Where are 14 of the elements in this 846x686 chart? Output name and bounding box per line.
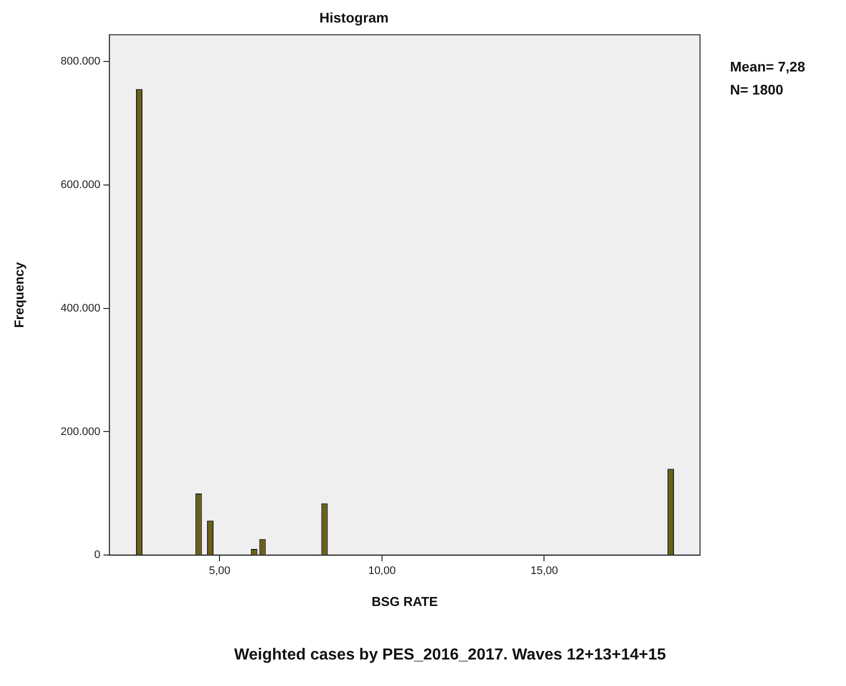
chart-title: Histogram bbox=[319, 9, 389, 26]
y-tick-label: 800.000 bbox=[60, 55, 100, 68]
text: N= 1800 bbox=[730, 82, 784, 98]
y-tick-label: 0 bbox=[94, 549, 100, 562]
y-axis-title: Frequency bbox=[11, 261, 26, 328]
text: Weighted cases by PES_2016_2017. Waves 12+13+14+15 bbox=[234, 646, 666, 664]
x-tick-label: 10,00 bbox=[368, 564, 396, 577]
x-axis-title: BSG RATE bbox=[372, 594, 438, 609]
y-tick-label: 600.000 bbox=[60, 178, 100, 191]
x-tick-label: 15,00 bbox=[530, 564, 558, 577]
y-tick-label: 400.000 bbox=[60, 302, 100, 314]
x-tick-label: 5,00 bbox=[208, 564, 230, 577]
text: Mean= 7,28 bbox=[730, 58, 806, 75]
y-tick-label: 200.000 bbox=[60, 426, 100, 438]
